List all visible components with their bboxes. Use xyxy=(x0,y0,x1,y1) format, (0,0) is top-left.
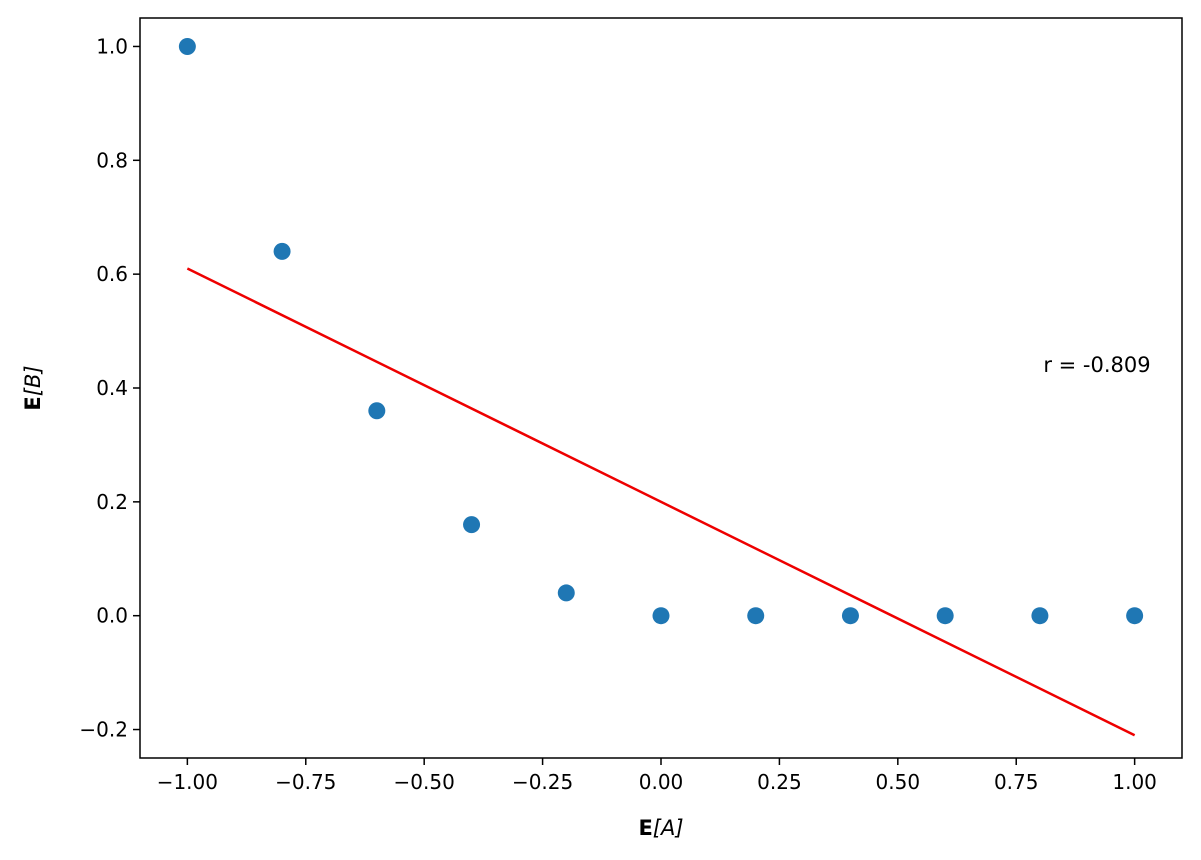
x-axis-label-rest: [A] xyxy=(653,816,684,840)
data-point xyxy=(1031,607,1049,625)
data-point xyxy=(463,516,481,534)
data-point xyxy=(368,402,386,420)
y-tick-label: 0.8 xyxy=(96,148,128,172)
y-axis-label-rest: [B] xyxy=(21,365,45,396)
y-tick-label: 0.2 xyxy=(96,490,128,514)
y-axis-label-bold: E xyxy=(21,396,45,410)
y-tick-label: −0.2 xyxy=(79,718,128,742)
x-tick-label: 0.50 xyxy=(876,770,921,794)
data-point xyxy=(178,37,196,55)
x-tick-label: −0.25 xyxy=(512,770,573,794)
data-point xyxy=(1126,607,1144,625)
x-axis-label: E[A] xyxy=(638,816,683,840)
data-point xyxy=(652,607,670,625)
y-axis-ticks: −0.2 0.0 0.2 0.4 0.6 0.8 1.0 xyxy=(79,34,140,742)
regression-line xyxy=(186,267,1136,737)
y-tick-label: 1.0 xyxy=(96,34,128,58)
data-point xyxy=(841,607,859,625)
x-tick-label: 0.00 xyxy=(639,770,684,794)
x-tick-label: −1.00 xyxy=(157,770,218,794)
y-tick-label: 0.4 xyxy=(96,376,128,400)
points-layer xyxy=(178,37,1144,625)
x-axis-ticks: −1.00 −0.75 −0.50 −0.25 0.00 0.25 0.50 0.75 1.00 xyxy=(157,758,1157,794)
data-point xyxy=(747,607,765,625)
data-point xyxy=(936,607,954,625)
y-axis-label: E[B] xyxy=(21,365,45,410)
data-point xyxy=(557,584,575,602)
x-tick-label: 1.00 xyxy=(1112,770,1157,794)
y-tick-label: 0.0 xyxy=(96,604,128,628)
plot-area xyxy=(140,18,1182,758)
x-tick-label: −0.75 xyxy=(275,770,336,794)
x-tick-label: 0.75 xyxy=(994,770,1039,794)
y-tick-label: 0.6 xyxy=(96,262,128,286)
fit-line-layer xyxy=(186,267,1136,737)
x-tick-label: 0.25 xyxy=(757,770,802,794)
x-tick-label: −0.50 xyxy=(394,770,455,794)
data-point xyxy=(273,242,291,260)
x-axis-label-bold: E xyxy=(638,816,652,840)
correlation-annotation: r = -0.809 xyxy=(1043,353,1150,377)
